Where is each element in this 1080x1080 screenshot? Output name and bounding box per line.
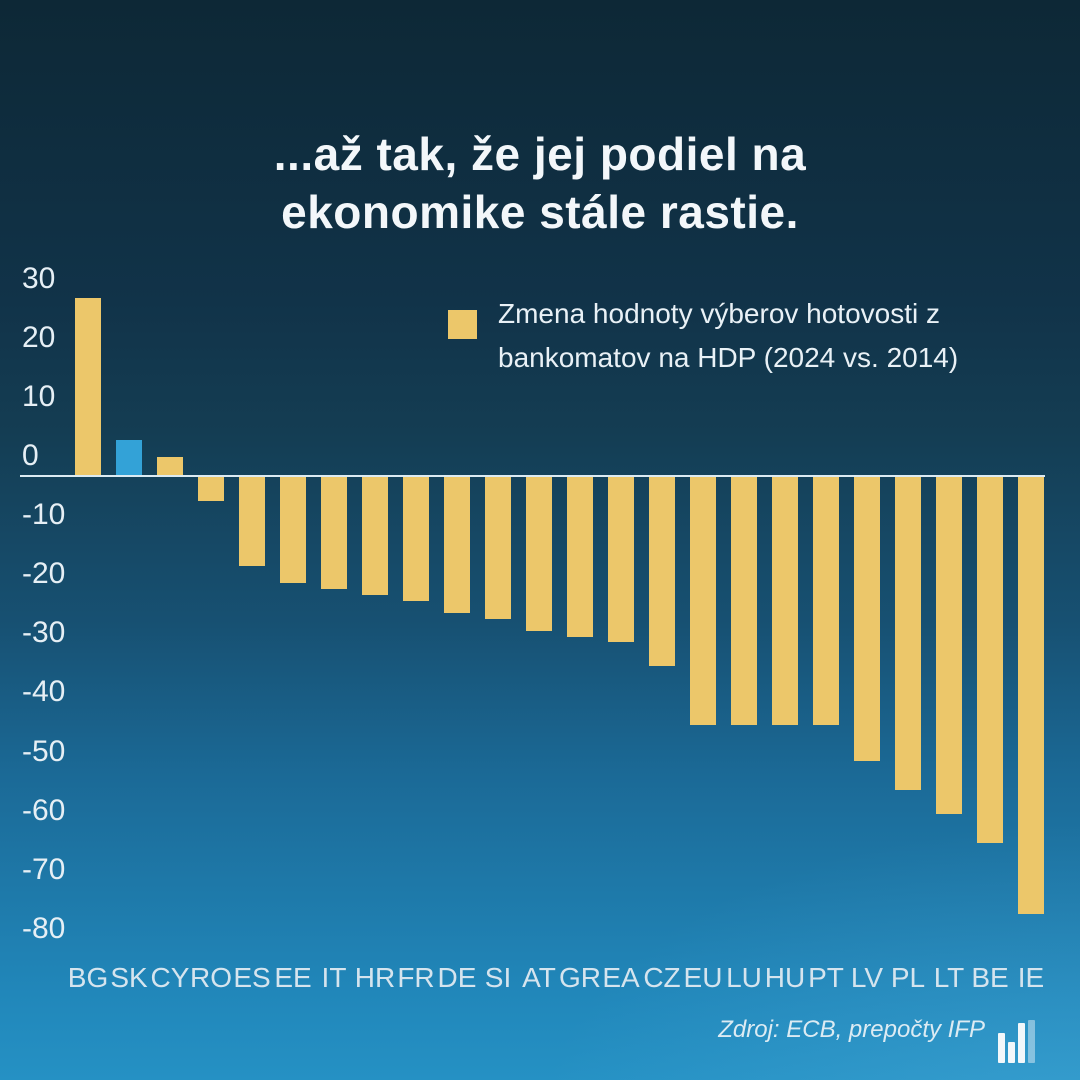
x-label-EE: EE xyxy=(274,962,312,993)
y-tick--70: -70 xyxy=(22,852,66,886)
x-label-BG: BG xyxy=(67,962,109,993)
y-tick-0: 0 xyxy=(22,439,39,472)
legend-label-line-1: Zmena hodnoty výberov hotovosti z xyxy=(498,298,941,329)
bar-LU xyxy=(731,477,757,726)
x-label-HR: HR xyxy=(354,962,396,993)
x-label-DE: DE xyxy=(437,962,477,993)
bar-AT xyxy=(526,477,552,631)
x-label-SI: SI xyxy=(484,962,512,993)
logo-bar-2 xyxy=(1008,1042,1015,1063)
title-line-2: ekonomike stále rastie. xyxy=(281,185,799,238)
x-label-GR: GR xyxy=(559,962,601,993)
bar-CY xyxy=(157,457,183,475)
x-label-LU: LU xyxy=(726,962,762,993)
bar-RO xyxy=(198,477,224,501)
x-label-LT: LT xyxy=(933,962,965,993)
y-tick--60: -60 xyxy=(22,793,66,827)
bar-PL xyxy=(895,477,921,791)
source-note: Zdroj: ECB, prepočty IFP xyxy=(718,1016,985,1043)
bar-EE xyxy=(280,477,306,584)
logo-bar-1 xyxy=(998,1033,1005,1063)
bar-IT xyxy=(321,477,347,590)
x-label-CZ: CZ xyxy=(643,962,681,993)
bar-LT xyxy=(936,477,962,814)
bar-CZ xyxy=(649,477,675,667)
x-label-EU: EU xyxy=(683,962,723,993)
bar-BG xyxy=(75,297,101,475)
x-label-IE: IE xyxy=(1017,962,1045,993)
x-label-EA: EA xyxy=(602,962,640,993)
chart-legend: Zmena hodnoty výberov hotovosti z bankom… xyxy=(448,292,958,380)
bar-DE xyxy=(444,477,470,613)
x-label-CY: CY xyxy=(150,962,190,993)
x-label-RO: RO xyxy=(190,962,232,993)
y-tick--20: -20 xyxy=(22,557,66,591)
x-label-HU: HU xyxy=(764,962,806,993)
x-axis-line xyxy=(20,475,1045,477)
bar-FR xyxy=(403,477,429,602)
x-label-BE: BE xyxy=(971,962,1009,993)
bar-BE xyxy=(977,477,1003,844)
x-label-IT: IT xyxy=(321,962,347,993)
y-tick-30: 30 xyxy=(22,261,56,295)
x-label-LV: LV xyxy=(850,962,884,993)
x-label-PL: PL xyxy=(890,962,926,993)
bar-SI xyxy=(485,477,511,619)
bar-SK xyxy=(116,439,142,475)
bar-IE xyxy=(1018,477,1044,915)
ifp-logo-icon xyxy=(998,1020,1035,1063)
bar-GR xyxy=(567,477,593,637)
x-label-PT: PT xyxy=(808,962,844,993)
bar-EU xyxy=(690,477,716,726)
x-label-FR: FR xyxy=(397,962,435,993)
legend-swatch-icon xyxy=(448,310,477,339)
x-label-ES: ES xyxy=(233,962,271,993)
y-tick--50: -50 xyxy=(22,734,66,768)
bar-LV xyxy=(854,477,880,761)
title-line-1: ...až tak, že jej podiel na xyxy=(273,127,807,180)
legend-label: Zmena hodnoty výberov hotovosti z bankom… xyxy=(498,292,958,380)
page-title: ...až tak, že jej podiel na ekonomike st… xyxy=(0,125,1080,241)
logo-bar-3 xyxy=(1018,1023,1025,1063)
logo-bar-4 xyxy=(1028,1020,1035,1063)
x-label-SK: SK xyxy=(110,962,148,993)
y-tick--80: -80 xyxy=(22,911,66,945)
y-tick--10: -10 xyxy=(22,498,66,532)
bar-ES xyxy=(239,477,265,566)
y-tick-10: 10 xyxy=(22,379,56,413)
bar-HU xyxy=(772,477,798,726)
bar-EA xyxy=(608,477,634,643)
y-tick--40: -40 xyxy=(22,675,66,709)
bar-HR xyxy=(362,477,388,596)
legend-label-line-2: bankomatov na HDP (2024 vs. 2014) xyxy=(498,342,959,373)
bar-PT xyxy=(813,477,839,726)
y-tick--30: -30 xyxy=(22,616,66,650)
x-label-AT: AT xyxy=(522,962,556,993)
y-tick-20: 20 xyxy=(22,320,56,354)
